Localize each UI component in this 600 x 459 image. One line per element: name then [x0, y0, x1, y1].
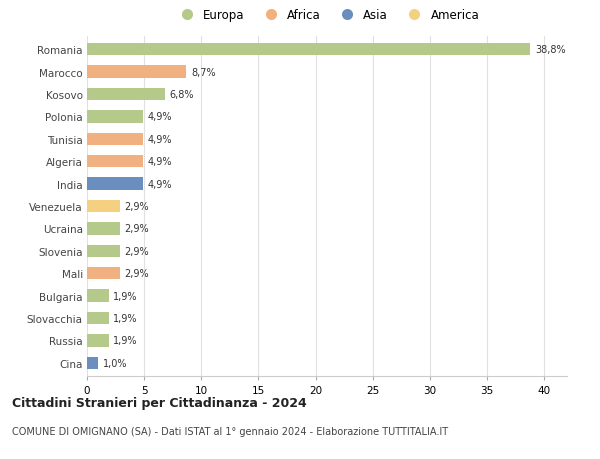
Text: 4,9%: 4,9%: [148, 134, 172, 145]
Text: 2,9%: 2,9%: [125, 246, 149, 256]
Text: 2,9%: 2,9%: [125, 202, 149, 212]
Text: 2,9%: 2,9%: [125, 269, 149, 279]
Bar: [87, 89, 165, 101]
Text: 6,8%: 6,8%: [169, 90, 194, 100]
Bar: [87, 156, 143, 168]
Text: 2,9%: 2,9%: [125, 224, 149, 234]
Bar: [87, 44, 530, 56]
Text: 8,7%: 8,7%: [191, 67, 215, 78]
Bar: [87, 335, 109, 347]
Text: 1,9%: 1,9%: [113, 336, 138, 346]
Legend: Europa, Africa, Asia, America: Europa, Africa, Asia, America: [172, 6, 482, 24]
Bar: [87, 357, 98, 369]
Bar: [87, 245, 120, 257]
Bar: [87, 111, 143, 123]
Bar: [87, 223, 120, 235]
Text: 1,9%: 1,9%: [113, 291, 138, 301]
Text: COMUNE DI OMIGNANO (SA) - Dati ISTAT al 1° gennaio 2024 - Elaborazione TUTTITALI: COMUNE DI OMIGNANO (SA) - Dati ISTAT al …: [12, 426, 448, 436]
Bar: [87, 178, 143, 190]
Text: 1,0%: 1,0%: [103, 358, 128, 368]
Bar: [87, 134, 143, 146]
Text: 4,9%: 4,9%: [148, 112, 172, 122]
Text: 38,8%: 38,8%: [535, 45, 566, 55]
Text: Cittadini Stranieri per Cittadinanza - 2024: Cittadini Stranieri per Cittadinanza - 2…: [12, 396, 307, 409]
Bar: [87, 290, 109, 302]
Bar: [87, 312, 109, 325]
Text: 4,9%: 4,9%: [148, 157, 172, 167]
Text: 1,9%: 1,9%: [113, 313, 138, 323]
Bar: [87, 201, 120, 213]
Bar: [87, 268, 120, 280]
Bar: [87, 67, 187, 78]
Text: 4,9%: 4,9%: [148, 179, 172, 189]
